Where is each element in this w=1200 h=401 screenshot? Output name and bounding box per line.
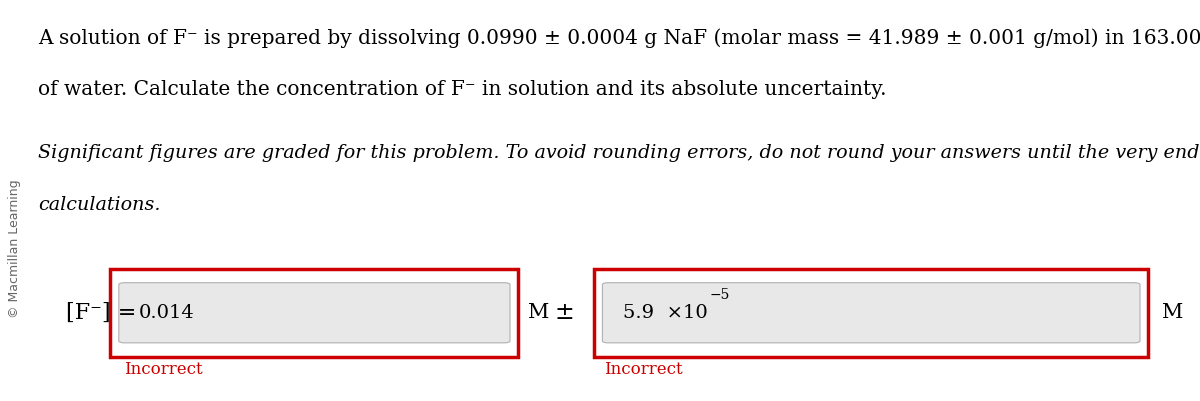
Text: of water. Calculate the concentration of F⁻ in solution and its absolute uncerta: of water. Calculate the concentration of… [38, 80, 887, 99]
Text: M: M [1162, 303, 1183, 322]
Text: 0.014: 0.014 [139, 304, 194, 322]
Text: © Macmillan Learning: © Macmillan Learning [8, 179, 20, 318]
Text: −5: −5 [709, 288, 730, 302]
Text: ±: ± [554, 301, 574, 324]
Text: A solution of F⁻ is prepared by dissolving 0.0990 ± 0.0004 g NaF (molar mass = 4: A solution of F⁻ is prepared by dissolvi… [38, 28, 1200, 48]
Text: calculations.: calculations. [38, 196, 161, 215]
Text: [F⁻] =: [F⁻] = [66, 302, 137, 324]
Text: 5.9  ×10: 5.9 ×10 [623, 304, 708, 322]
Text: Incorrect: Incorrect [124, 361, 203, 378]
Text: M: M [528, 303, 550, 322]
Text: Significant figures are graded for this problem. To avoid rounding errors, do no: Significant figures are graded for this … [38, 144, 1200, 162]
Text: Incorrect: Incorrect [604, 361, 683, 378]
